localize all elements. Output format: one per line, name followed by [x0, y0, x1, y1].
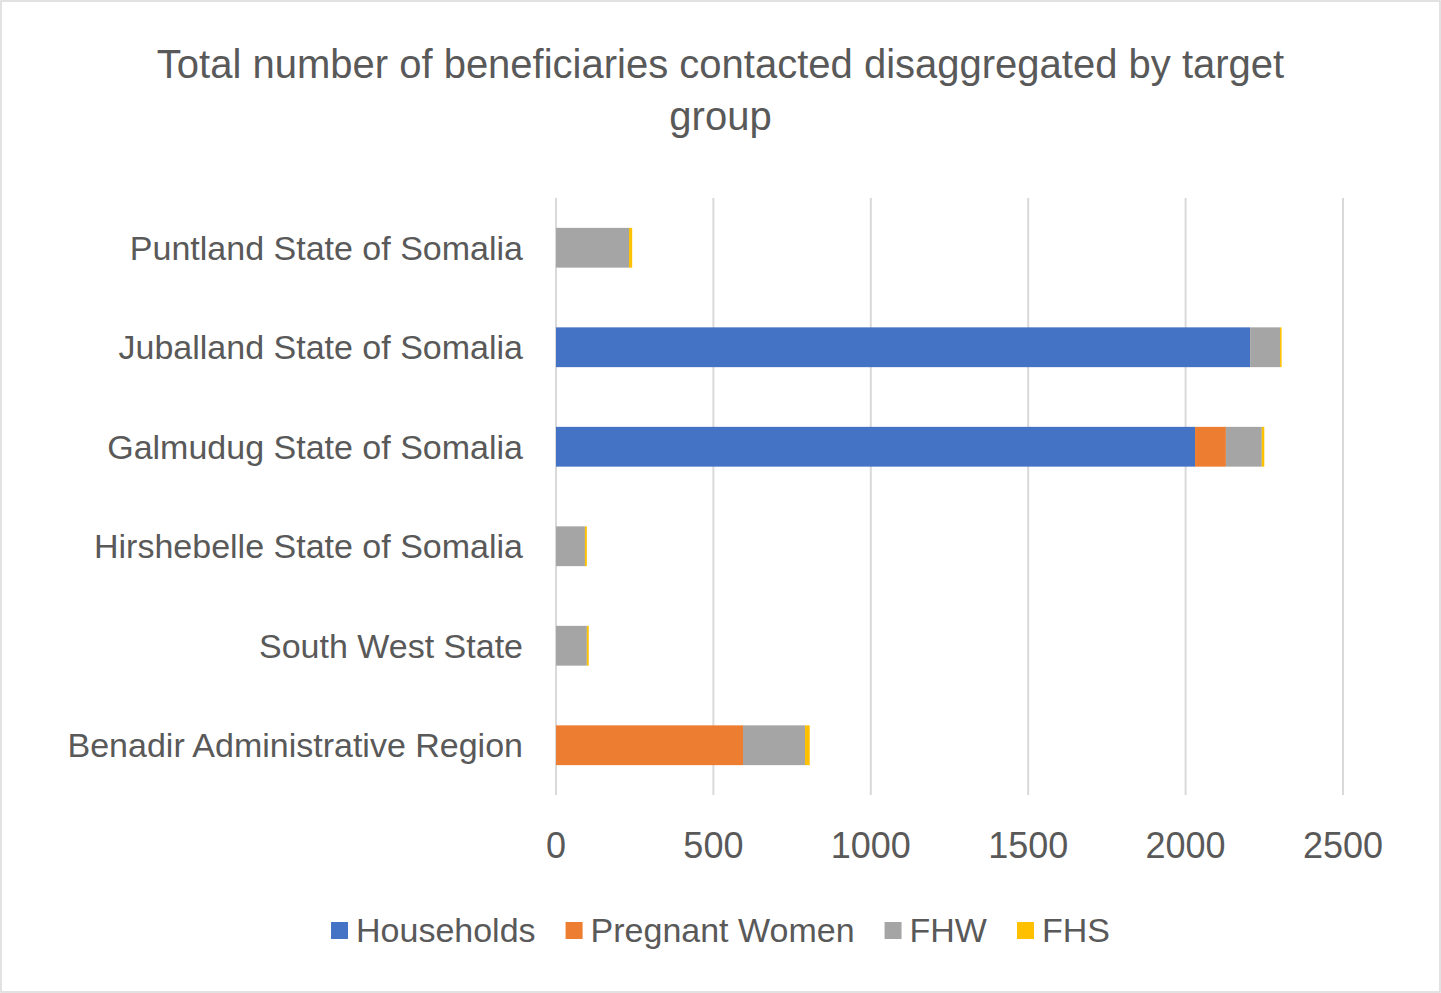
- tick-label: 2500: [1303, 825, 1383, 866]
- legend-swatch: [1017, 922, 1034, 939]
- category-label: Hirshebelle State of Somalia: [94, 527, 523, 565]
- grid-line: [1185, 198, 1187, 795]
- grid-line: [555, 198, 557, 795]
- bar: [585, 526, 587, 566]
- bars: [556, 228, 1282, 765]
- bar: [805, 725, 810, 765]
- legend-label: FHS: [1042, 911, 1110, 949]
- tick-label: 1000: [831, 825, 911, 866]
- bar: [556, 228, 629, 268]
- chart-border: [1, 1, 1440, 992]
- legend-swatch: [885, 922, 902, 939]
- tick-label: 2000: [1146, 825, 1226, 866]
- legend-swatch: [566, 922, 583, 939]
- grid-line: [870, 198, 872, 795]
- chart: Total number of beneficiaries contacted …: [0, 0, 1441, 993]
- bar: [629, 228, 632, 268]
- bar: [743, 725, 805, 765]
- bar: [1195, 427, 1226, 467]
- category-label: Puntland State of Somalia: [130, 229, 523, 267]
- bar: [556, 327, 1250, 367]
- tick-label: 0: [546, 825, 566, 866]
- bar: [556, 725, 743, 765]
- grid-line: [1027, 198, 1029, 795]
- legend-label: FHW: [910, 911, 987, 949]
- category-label: Galmudug State of Somalia: [107, 428, 523, 466]
- bar: [1262, 427, 1265, 467]
- tick-label: 1500: [988, 825, 1068, 866]
- bar: [556, 526, 585, 566]
- category-label: South West State: [259, 627, 523, 665]
- category-label: Benadir Administrative Region: [68, 726, 523, 764]
- tick-label: 500: [683, 825, 743, 866]
- bar: [556, 427, 1195, 467]
- grid-line: [712, 198, 714, 795]
- bar: [587, 626, 589, 666]
- category-label: Juballand State of Somalia: [119, 328, 524, 366]
- bar: [1250, 327, 1280, 367]
- grid-line: [1342, 198, 1344, 795]
- legend: Households Pregnant Women FHW FHS: [331, 911, 1110, 949]
- title: Total number of beneficiaries contacted …: [157, 42, 1284, 138]
- bar: [1226, 427, 1262, 467]
- bar: [1280, 327, 1282, 367]
- legend-label: Pregnant Women: [591, 911, 855, 949]
- bar: [556, 626, 587, 666]
- legend-swatch: [331, 922, 348, 939]
- legend-label: Households: [356, 911, 536, 949]
